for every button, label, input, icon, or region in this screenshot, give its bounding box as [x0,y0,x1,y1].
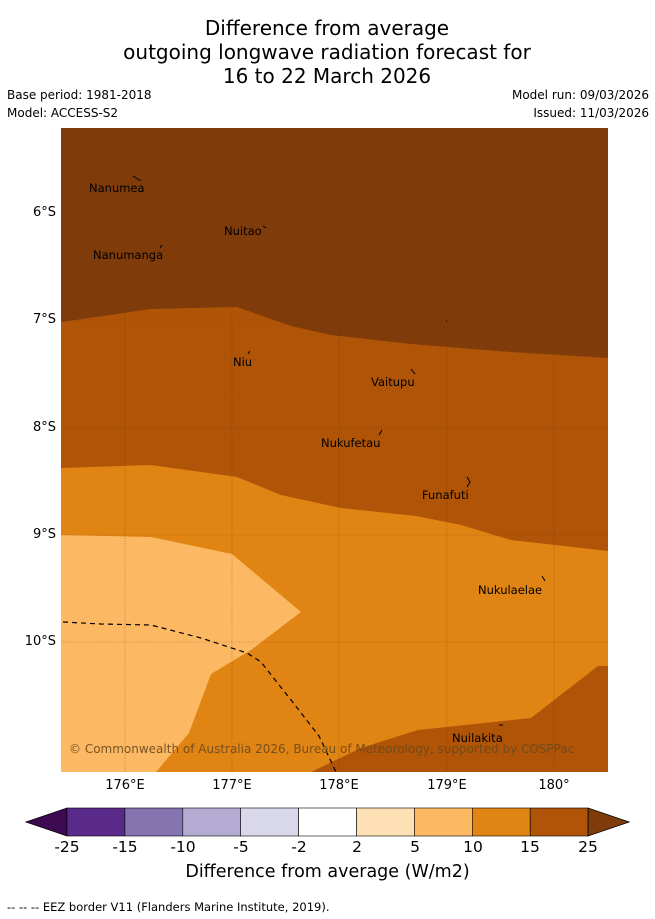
cbar-tick: -15 [112,838,138,856]
label-funafuti: Funafuti [422,488,469,502]
colorbar-segment [414,807,473,837]
olr-anomaly-map: Nanumea Nuitao Nanumanga Niu Vaitupu Nuk… [61,128,608,772]
copyright-notice: © Commonwealth of Australia 2026, Bureau… [69,742,575,756]
cbar-tick: -10 [170,838,196,856]
island-nanumea [132,175,142,182]
colorbar-segment [298,807,357,837]
eez-footnote: -- -- -- EEZ border V11 (Flanders Marine… [7,900,330,914]
lon-label-179e: 179°E [427,778,467,793]
colorbar-segment [66,807,126,837]
colorbar-extend-low [24,807,68,837]
lat-label-6s: 6°S [32,205,56,220]
title-line-3: 16 to 22 March 2026 [222,64,432,88]
band-5-10 [61,535,301,772]
island-vaitupu [410,368,416,375]
cbar-tick: 10 [463,838,483,856]
colorbar-title: Difference from average (W/m2) [185,862,470,882]
cbar-tick: 15 [520,838,540,856]
cbar-tick: -2 [291,838,307,856]
eez-border [62,621,337,772]
lat-label-10s: 10°S [24,634,56,649]
issued-date: Issued: 11/03/2026 [533,106,649,120]
lat-label-9s: 9°S [32,527,56,542]
island-nukulaelae [541,575,546,582]
model-name: Model: ACCESS-S2 [7,106,119,120]
model-run: Model run: 09/03/2026 [511,88,649,102]
lat-label-7s: 7°S [32,312,56,327]
island-nuitao [262,225,267,229]
island-nanumanga [159,244,163,249]
colorbar-segment [529,807,589,837]
cbar-tick: 5 [410,838,420,856]
colorbar-extend-high [587,807,631,837]
colorbar-segment [124,807,184,837]
lat-label-8s: 8°S [32,420,56,435]
colorbar-segment [182,807,242,837]
colorbar-segment [471,807,531,837]
colorbar [24,806,632,842]
label-nuitao: Nuitao [224,224,262,238]
lon-label-178e: 178°E [319,778,359,793]
label-nanumea: Nanumea [89,181,145,195]
cbar-tick: 2 [352,838,362,856]
label-nukulaelae: Nukulaelae [478,583,542,597]
cbar-tick: 25 [578,838,598,856]
label-niu: Niu [233,355,252,369]
label-vaitupu: Vaitupu [371,375,415,389]
colorbar-segment [356,807,415,837]
cbar-tick: -5 [233,838,249,856]
lon-label-176e: 176°E [105,778,145,793]
island-niu [247,350,251,355]
island-nukufetau [378,429,383,436]
map-title: Difference from average outgoing longwav… [0,16,655,88]
label-nukufetau: Nukufetau [321,436,380,450]
title-line-1: Difference from average [204,16,450,40]
base-period: Base period: 1981-2018 [7,88,152,102]
label-nuilakita: Nuilakita [452,731,503,745]
colorbar-segment [240,807,299,837]
label-nanumanga: Nanumanga [93,248,163,262]
lon-label-177e: 177°E [212,778,252,793]
title-line-2: outgoing longwave radiation forecast for [123,40,531,64]
lon-label-180: 180° [538,778,570,793]
cbar-tick: -25 [54,838,80,856]
island-funafuti [466,476,471,488]
